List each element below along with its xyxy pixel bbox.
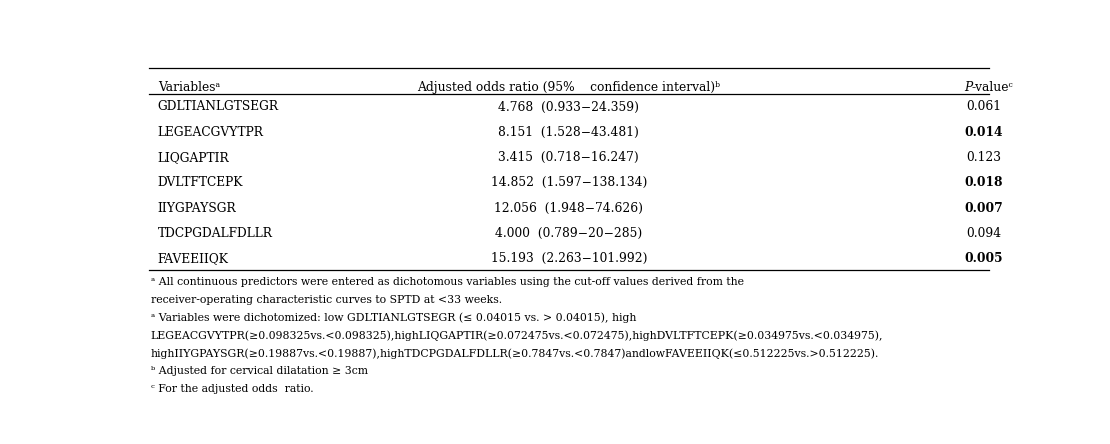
Text: 0.094: 0.094 bbox=[966, 227, 1001, 240]
Text: 0.005: 0.005 bbox=[965, 252, 1002, 265]
Text: 0.061: 0.061 bbox=[966, 100, 1001, 114]
Text: FAVEEIIQK: FAVEEIIQK bbox=[158, 252, 229, 265]
Text: 0.018: 0.018 bbox=[965, 176, 1002, 189]
Text: -valueᶜ: -valueᶜ bbox=[971, 81, 1013, 94]
Text: 0.123: 0.123 bbox=[966, 151, 1001, 164]
Text: IIYGPAYSGR: IIYGPAYSGR bbox=[158, 202, 236, 214]
Text: 4.768  (0.933−24.359): 4.768 (0.933−24.359) bbox=[498, 100, 639, 114]
Text: TDCPGDALFDLLR: TDCPGDALFDLLR bbox=[158, 227, 273, 240]
Text: 0.014: 0.014 bbox=[965, 126, 1002, 139]
Text: LIQGAPTIR: LIQGAPTIR bbox=[158, 151, 230, 164]
Text: 3.415  (0.718−16.247): 3.415 (0.718−16.247) bbox=[498, 151, 639, 164]
Text: ᵃ Variables were dichotomized: low GDLTIANLGTSEGR (≤ 0.04015 vs. > 0.04015), hig: ᵃ Variables were dichotomized: low GDLTI… bbox=[151, 313, 636, 323]
Text: ᶜ For the adjusted odds  ratio.: ᶜ For the adjusted odds ratio. bbox=[151, 384, 313, 394]
Text: 15.193  (2.263−101.992): 15.193 (2.263−101.992) bbox=[491, 252, 647, 265]
Text: GDLTIANLGTSEGR: GDLTIANLGTSEGR bbox=[158, 100, 279, 114]
Text: 4.000  (0.789−20−285): 4.000 (0.789−20−285) bbox=[495, 227, 643, 240]
Text: 0.007: 0.007 bbox=[965, 202, 1003, 214]
Text: P: P bbox=[965, 81, 972, 94]
Text: 12.056  (1.948−74.626): 12.056 (1.948−74.626) bbox=[494, 202, 644, 214]
Text: LEGEACGVYTPR(≥0.098325vs.<0.098325),highLIQGAPTIR(≥0.072475vs.<0.072475),highDVL: LEGEACGVYTPR(≥0.098325vs.<0.098325),high… bbox=[151, 330, 884, 341]
Text: Variablesᵃ: Variablesᵃ bbox=[158, 81, 220, 94]
Text: 8.151  (1.528−43.481): 8.151 (1.528−43.481) bbox=[498, 126, 639, 139]
Text: DVLTFTCEPK: DVLTFTCEPK bbox=[158, 176, 243, 189]
Text: highIIYGPAYSGR(≥0.19887vs.<0.19887),highTDCPGDALFDLLR(≥0.7847vs.<0.7847)andlowFA: highIIYGPAYSGR(≥0.19887vs.<0.19887),high… bbox=[151, 349, 879, 359]
Text: ᵇ Adjusted for cervical dilatation ≥ 3cm: ᵇ Adjusted for cervical dilatation ≥ 3cm bbox=[151, 366, 367, 376]
Text: receiver-operating characteristic curves to SPTD at <33 weeks.: receiver-operating characteristic curves… bbox=[151, 295, 502, 305]
Text: ᵃ All continuous predictors were entered as dichotomous variables using the cut-: ᵃ All continuous predictors were entered… bbox=[151, 277, 744, 287]
Text: Adjusted odds ratio (95%    confidence interval)ᵇ: Adjusted odds ratio (95% confidence inte… bbox=[417, 81, 720, 94]
Text: 14.852  (1.597−138.134): 14.852 (1.597−138.134) bbox=[491, 176, 647, 189]
Text: LEGEACGVYTPR: LEGEACGVYTPR bbox=[158, 126, 263, 139]
